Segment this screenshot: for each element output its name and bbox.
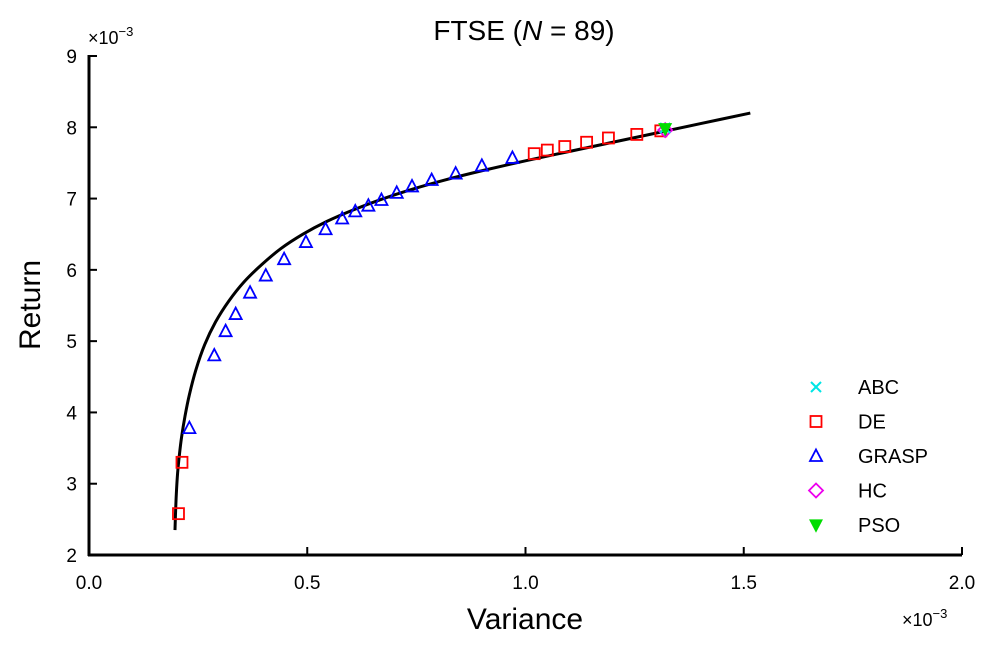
x-marker-stroke <box>810 381 822 393</box>
point-grasp <box>228 305 244 320</box>
y-tick-label: 3 <box>66 475 77 496</box>
legend-label-grasp: GRASP <box>858 446 928 468</box>
point-de <box>630 128 644 141</box>
point-de <box>172 507 185 521</box>
legend-label-hc: HC <box>858 481 887 503</box>
y-multiplier: ×10−3 <box>88 24 133 48</box>
legend-marker-grasp <box>808 447 824 462</box>
x-multiplier: ×10−3 <box>902 606 947 630</box>
point-grasp <box>218 322 234 338</box>
chart-title-italic: N <box>522 15 543 46</box>
frontier-curve-group <box>173 111 751 531</box>
y-tick-label: 9 <box>66 47 77 68</box>
data-points <box>172 121 674 521</box>
point-grasp <box>504 149 520 164</box>
y-ticks: 2 3 4 5 6 7 8 9 <box>66 47 97 567</box>
legend-marker-hc <box>807 482 825 499</box>
point-grasp <box>181 419 197 435</box>
chart-title: FTSE (N = 89) <box>433 15 614 46</box>
legend-label-pso: PSO <box>858 515 900 537</box>
point-grasp <box>318 220 334 236</box>
point-de <box>558 140 572 153</box>
x-multiplier-base: ×10 <box>902 610 933 630</box>
point-de <box>580 135 594 149</box>
x-tick-label: 2.0 <box>949 573 975 594</box>
chart-title-prefix: FTSE ( <box>433 15 522 46</box>
y-tick-label: 5 <box>66 332 77 353</box>
x-tick-label: 1.0 <box>512 573 538 594</box>
point-grasp <box>334 210 350 225</box>
y-axis-label: Return <box>14 260 47 350</box>
legend-label-de: DE <box>858 412 886 434</box>
point-de <box>602 131 615 145</box>
point-grasp <box>298 233 314 248</box>
point-grasp <box>276 250 292 266</box>
y-multiplier-base: ×10 <box>88 28 119 48</box>
x-multiplier-exp: −3 <box>933 606 948 621</box>
point-pso <box>658 123 673 137</box>
y-tick-label: 4 <box>66 403 77 424</box>
point-grasp <box>258 267 274 282</box>
legend-marker-de <box>809 415 823 428</box>
point-grasp <box>389 184 405 199</box>
frontier-curve <box>173 111 751 531</box>
point-grasp <box>242 284 258 299</box>
point-grasp <box>404 178 420 193</box>
y-tick-label: 2 <box>66 546 77 567</box>
point-grasp <box>474 157 490 172</box>
point-grasp <box>373 191 389 206</box>
y-tick-label: 7 <box>66 190 77 211</box>
legend: ABC DE GRASP HC PSO <box>807 377 928 537</box>
legend-label-abc: ABC <box>858 377 899 399</box>
point-hc <box>656 121 674 139</box>
point-grasp <box>347 202 363 218</box>
x-tick-label: 1.5 <box>731 573 757 594</box>
point-de <box>527 147 541 161</box>
point-grasp <box>360 197 376 212</box>
legend-marker-pso <box>809 519 823 533</box>
point-de <box>175 455 189 469</box>
y-tick-label: 8 <box>66 118 77 139</box>
x-ticks: 0.0 0.5 1.0 1.5 2.0 <box>76 547 975 594</box>
chart-title-suffix: = 89) <box>542 15 614 46</box>
point-grasp <box>206 346 222 362</box>
point-de <box>540 143 554 157</box>
x-tick-label: 0.5 <box>294 573 320 594</box>
y-tick-label: 6 <box>66 261 77 282</box>
point-grasp <box>448 165 464 180</box>
x-tick-label: 0.0 <box>76 573 102 594</box>
x-axis-label: Variance <box>467 603 583 636</box>
y-multiplier-exp: −3 <box>119 24 134 39</box>
point-grasp <box>424 171 440 186</box>
legend-marker-abc <box>810 381 822 393</box>
